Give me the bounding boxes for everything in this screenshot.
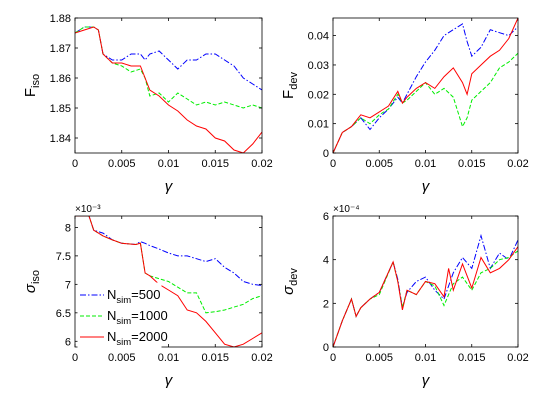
series-line-n2000 [333, 18, 518, 153]
y-tick-label: 0.03 [308, 60, 329, 72]
x-tick-label: 0.02 [251, 158, 272, 170]
series-line-n1000 [333, 52, 518, 153]
axis-multiplier: ×10⁻³ [75, 204, 101, 215]
y-axis-label: σdev [280, 268, 300, 295]
x-tick-label: 0.01 [158, 158, 179, 170]
y-tick-label: 0.01 [308, 119, 329, 131]
x-tick-label: 0.005 [108, 158, 136, 170]
legend: Nsim=500 Nsim=1000 Nsim=2000 [77, 282, 168, 348]
y-tick-label: 6 [65, 336, 71, 348]
y-axis-label: Fiso [22, 74, 42, 97]
series-line-n2000 [75, 216, 262, 347]
x-tick-label: 0.005 [365, 158, 393, 170]
y-tick-label: 0.04 [308, 31, 329, 43]
x-tick-label: 0.01 [415, 158, 436, 170]
x-axis-label: γ [165, 372, 174, 389]
y-tick-label: 1.84 [50, 133, 71, 145]
legend-box [77, 282, 162, 348]
y-tick-label: 0 [323, 148, 329, 160]
y-tick-label: 1.87 [50, 43, 71, 55]
series-line-n500 [75, 216, 262, 286]
y-tick-label: 6 [323, 211, 329, 223]
x-tick-label: 0 [72, 352, 78, 364]
y-tick-label: 7.5 [56, 251, 71, 263]
y-tick-label: 0.02 [308, 89, 329, 101]
x-tick-label: 0.015 [201, 158, 229, 170]
x-axis-label: γ [165, 178, 174, 195]
legend-entry-label: Nsim=2000 [107, 329, 168, 348]
x-axis-label: γ [422, 372, 431, 389]
y-tick-label: 6.5 [56, 308, 71, 320]
axis-multiplier: ×10⁻⁴ [333, 204, 360, 215]
series-line-n1000 [75, 26, 262, 109]
chart-panel-2: 0 0.005 0.01 0.015 0.02 0 0.01 0.02 0.03 0.04 γ Fde… [280, 17, 529, 195]
series-line-n500 [333, 23, 518, 153]
x-tick-label: 0.02 [251, 352, 272, 364]
y-tick-label: 1.85 [50, 103, 71, 115]
series-line-n2000 [75, 26, 262, 153]
y-tick-label: 0 [323, 342, 329, 354]
legend-entry-label: Nsim=500 [107, 287, 160, 306]
chart-panel-4: 0 0.005 0.01 0.015 0.02 0 2 4 6 ×10⁻⁴ γ σdev [280, 204, 529, 389]
y-tick-label: 8 [65, 222, 71, 234]
axes-box [74, 17, 263, 154]
series-line-n1000 [333, 250, 518, 347]
y-tick-label: 2 [323, 298, 329, 310]
y-tick-label: 1.88 [50, 13, 71, 25]
y-tick-label: 1.86 [50, 73, 71, 85]
x-axis-label: γ [422, 178, 431, 195]
series-line-n500 [75, 26, 262, 91]
x-tick-label: 0.005 [108, 352, 136, 364]
y-axis-label: Fdev [280, 72, 300, 99]
series-line-n500 [333, 233, 518, 347]
axes-box [332, 17, 519, 154]
x-tick-label: 0.02 [507, 158, 528, 170]
x-tick-label: 0.01 [415, 352, 436, 364]
x-tick-label: 0 [72, 158, 78, 170]
y-tick-label: 4 [323, 255, 329, 267]
x-tick-label: 0.015 [201, 352, 229, 364]
series-line-n2000 [333, 246, 518, 347]
x-tick-label: 0 [330, 158, 336, 170]
x-tick-label: 0 [330, 352, 336, 364]
y-axis-label: σiso [22, 270, 42, 293]
x-tick-label: 0.015 [458, 352, 486, 364]
x-tick-label: 0.01 [158, 352, 179, 364]
y-tick-label: 7 [65, 279, 71, 291]
chart-panel-1: 0 0.005 0.01 0.015 0.02 1.84 1.85 1.86 1.87 1.88 γ… [22, 13, 273, 195]
chart-panel-3: 0 0.005 0.01 0.015 0.02 6 6.5 7 7.5 8 ×10⁻³ γ σiso [22, 204, 273, 389]
x-tick-label: 0.005 [365, 352, 393, 364]
x-tick-label: 0.015 [458, 158, 486, 170]
legend-entry-label: Nsim=1000 [107, 308, 168, 327]
x-tick-label: 0.02 [507, 352, 528, 364]
